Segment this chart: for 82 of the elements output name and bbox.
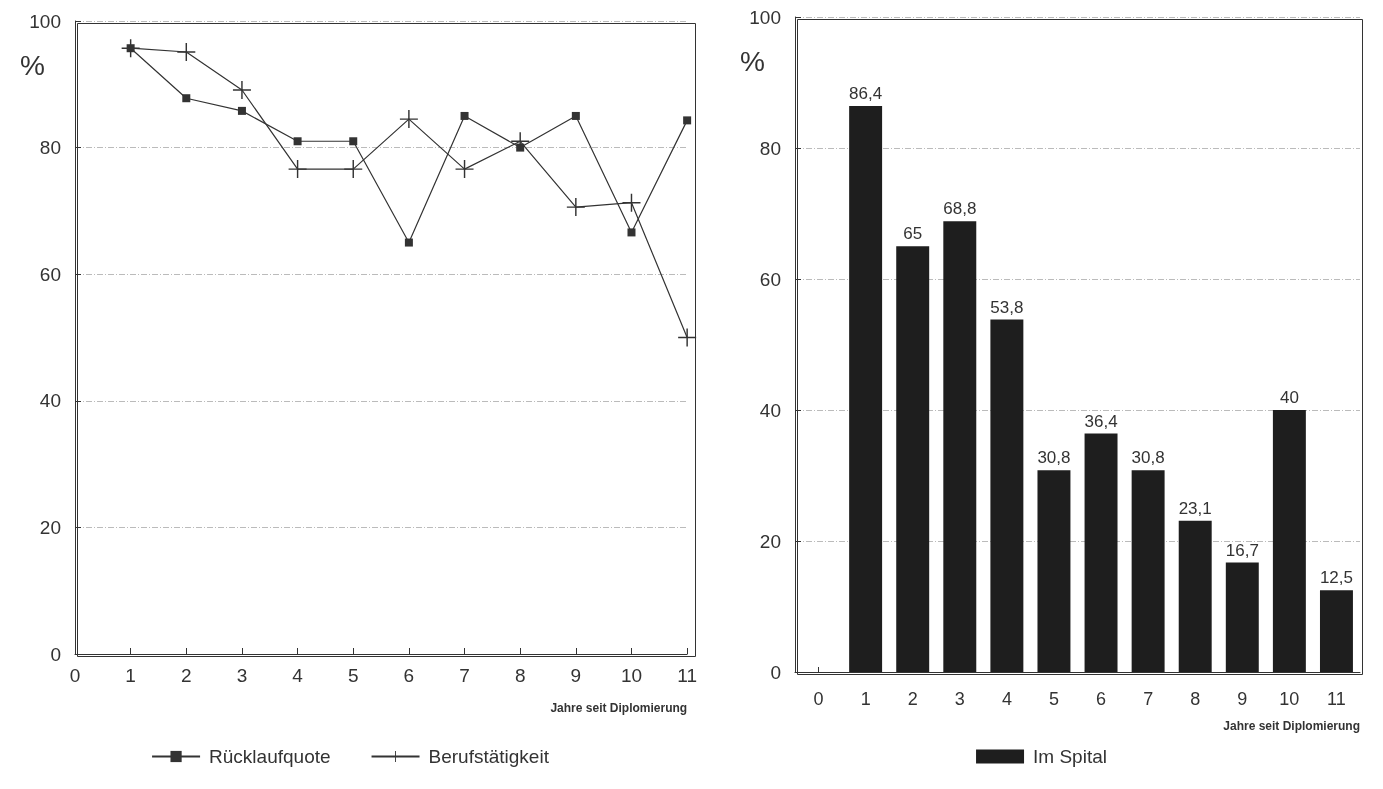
data-label: 12,5 (1319, 568, 1354, 588)
y-tick-label: 100 (749, 6, 781, 28)
x-tick-label: 5 (347, 665, 359, 686)
point (349, 137, 358, 146)
data-label: 40 (1279, 388, 1299, 407)
bar (1319, 590, 1353, 672)
y-tick-label: 60 (759, 268, 781, 290)
legend-label: Im Spital (1033, 746, 1107, 767)
bar (1272, 410, 1306, 672)
x-tick-label: 0 (813, 689, 824, 709)
y-tick-label: 0 (50, 643, 61, 665)
y-axis-title: % (740, 45, 765, 77)
point (232, 81, 251, 99)
bar (1084, 433, 1118, 672)
x-tick-label: 10 (620, 665, 643, 686)
data-label: 36,4 (1084, 411, 1118, 431)
data-label: 86,4 (849, 84, 883, 104)
y-tick-label: 40 (759, 399, 781, 421)
x-tick-label: 11 (677, 665, 698, 686)
data-label: 23,1 (1178, 498, 1212, 518)
legend-label: Berufstätigkeit (428, 746, 550, 767)
data-label: 65 (903, 224, 923, 244)
x-tick-label: 2 (181, 665, 192, 686)
point (683, 116, 692, 125)
y-tick-label: 80 (759, 137, 781, 159)
point (571, 111, 580, 120)
legend-label: Rücklaufquote (209, 746, 331, 767)
x-tick-label: 10 (1279, 689, 1300, 709)
x-tick-label: 3 (236, 665, 248, 686)
x-tick-label: 6 (1096, 689, 1107, 709)
y-tick-label: 60 (39, 263, 61, 285)
x-tick-label: 0 (69, 665, 81, 686)
bar (1225, 562, 1259, 672)
y-tick-label: 20 (759, 530, 781, 552)
y-axis-title: % (20, 49, 45, 81)
point (627, 228, 636, 237)
data-label: 53,8 (990, 297, 1024, 317)
data-label: 30,8 (1131, 448, 1165, 468)
point (182, 94, 191, 103)
x-tick-label: 2 (907, 689, 918, 709)
x-tick-label: 8 (514, 665, 526, 686)
x-tick-label: 5 (1048, 689, 1059, 709)
data-label: 68,8 (943, 199, 977, 219)
x-axis-title: Jahre seit Diplomierung (550, 701, 688, 715)
x-tick-label: 7 (1143, 689, 1154, 709)
point (399, 110, 418, 129)
bar (990, 319, 1024, 672)
x-axis-title: Jahre seit Diplomierung (1223, 719, 1360, 733)
point (121, 39, 140, 58)
point (344, 160, 363, 179)
y-tick-label: 20 (39, 516, 61, 538)
bar (943, 221, 977, 672)
x-tick-label: 3 (954, 689, 965, 709)
bar (1178, 520, 1212, 672)
bar (1131, 470, 1165, 672)
data-label: 30,8 (1037, 448, 1071, 468)
x-tick-label: 6 (403, 665, 415, 686)
point (288, 160, 307, 179)
x-tick-label: 4 (1001, 689, 1012, 709)
point (237, 106, 246, 115)
x-tick-label: 11 (1327, 689, 1346, 709)
point (293, 137, 302, 146)
x-tick-label: 8 (1190, 689, 1201, 709)
data-label: 16,7 (1225, 540, 1259, 560)
x-tick-label: 4 (292, 665, 304, 686)
x-tick-label: 7 (459, 665, 470, 686)
x-tick-label: 1 (125, 665, 136, 686)
point (460, 111, 469, 120)
y-tick-label: 80 (39, 137, 61, 159)
point (678, 328, 697, 347)
y-tick-label: 40 (39, 390, 61, 412)
point (455, 160, 474, 179)
point (177, 43, 196, 62)
bar (849, 106, 883, 672)
x-tick-label: 9 (570, 665, 582, 686)
point (404, 238, 413, 247)
x-tick-label: 9 (1237, 689, 1248, 709)
bar (1037, 470, 1071, 672)
point (566, 198, 585, 217)
x-tick-label: 1 (860, 689, 871, 709)
y-tick-label: 100 (29, 10, 61, 32)
bar (896, 246, 930, 672)
